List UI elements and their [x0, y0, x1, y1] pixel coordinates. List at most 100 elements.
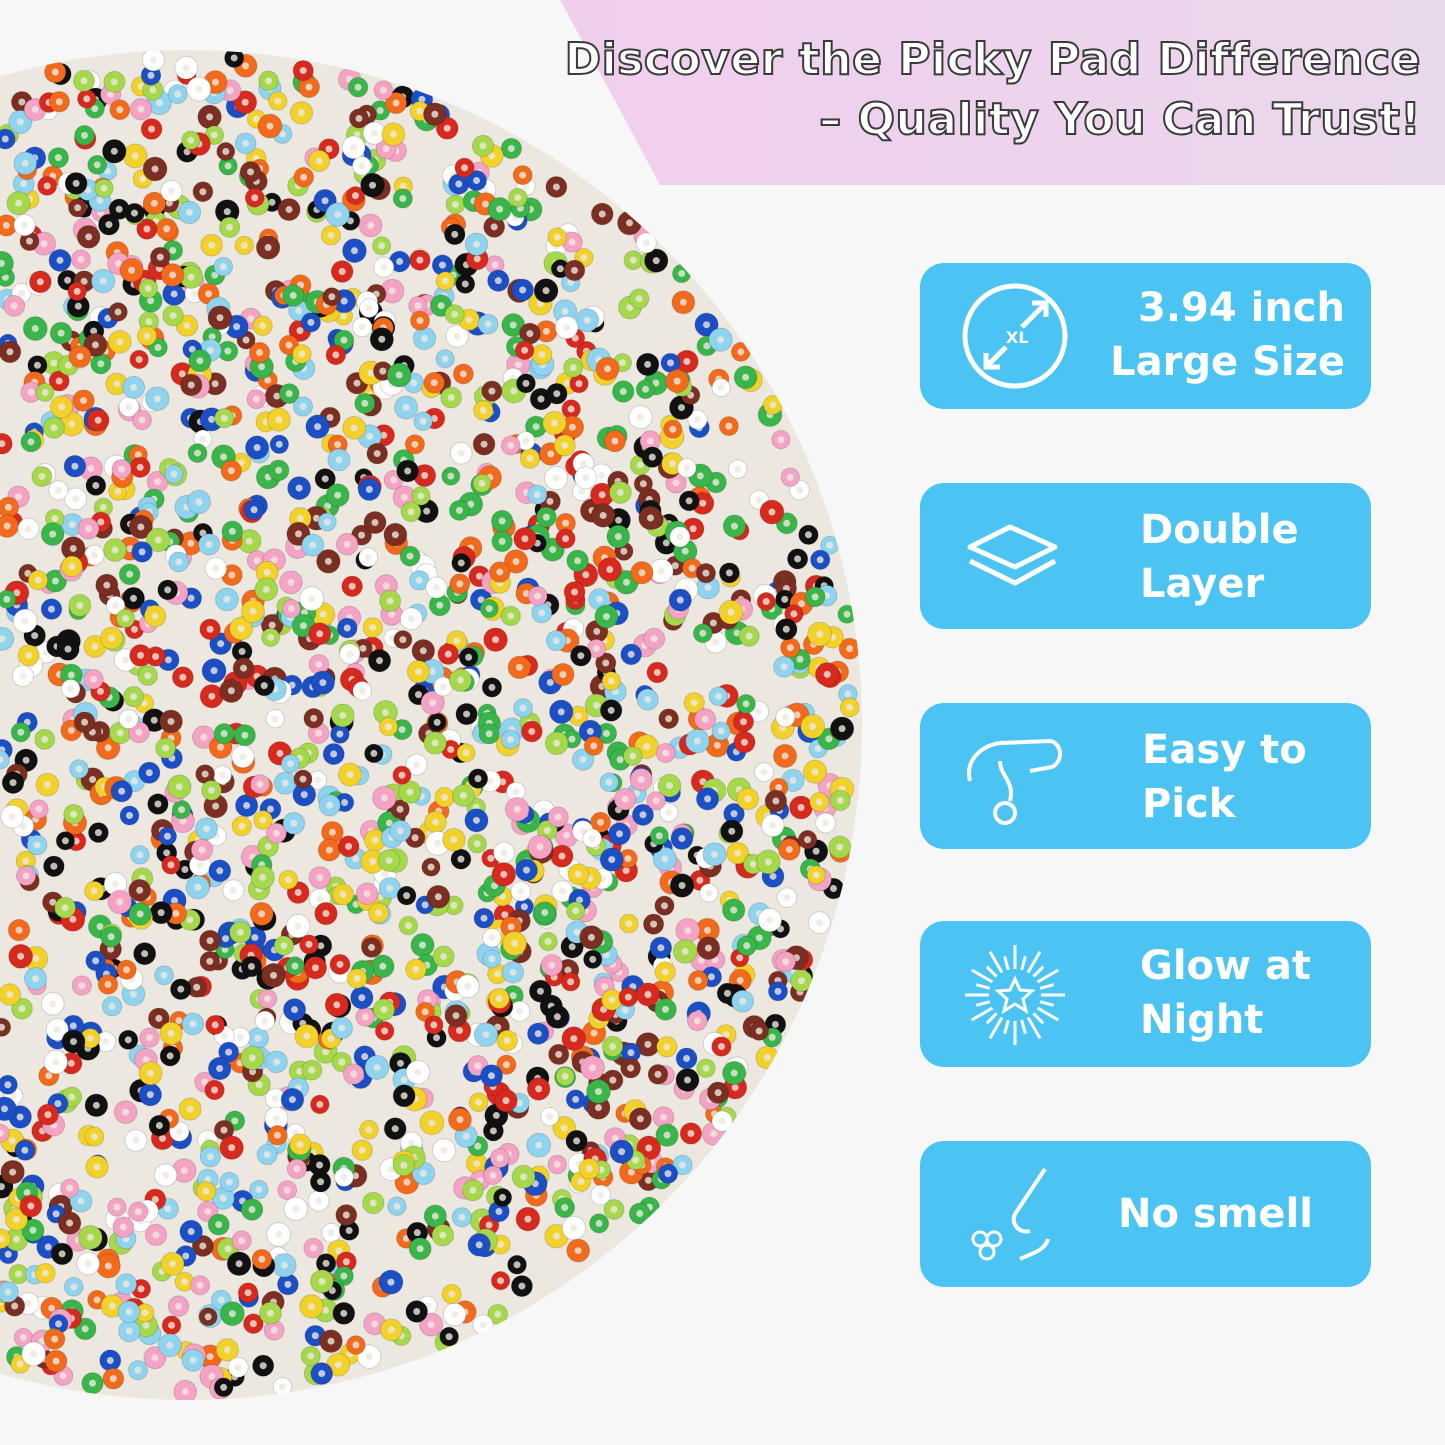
bead-hole	[124, 1036, 132, 1044]
bead-hole	[54, 1100, 62, 1108]
bead-hole	[187, 1228, 195, 1236]
bead-hole	[216, 1065, 224, 1073]
bead-hole	[378, 335, 386, 343]
bead-hole	[316, 1100, 324, 1108]
bead-hole	[391, 1125, 399, 1133]
bead-hole	[755, 496, 763, 504]
bead-hole	[699, 499, 707, 507]
bead-hole	[771, 1020, 779, 1028]
bead-hole	[500, 849, 508, 857]
bead-hole	[114, 308, 122, 316]
bead-hole	[155, 1014, 163, 1022]
bead-hole	[379, 367, 387, 375]
bead-hole	[25, 651, 33, 659]
bead-hole	[492, 1111, 500, 1119]
bead-hole	[451, 310, 459, 318]
bead-hole	[474, 1142, 482, 1150]
bead-hole	[94, 416, 102, 424]
bead-hole	[286, 760, 294, 768]
bead-hole	[140, 699, 148, 707]
bead-hole	[36, 278, 44, 286]
bead-hole	[52, 1210, 60, 1218]
bead-hole	[458, 1213, 466, 1221]
bead-hole	[19, 672, 27, 680]
bead-hole	[178, 370, 186, 378]
bead-hole	[189, 1356, 197, 1364]
bead-hole	[10, 302, 18, 310]
bead-hole	[274, 97, 282, 105]
bead-hole	[812, 871, 820, 879]
bead-hole	[223, 208, 231, 216]
bead-hole	[61, 837, 69, 845]
bead-hole	[786, 644, 794, 652]
bead-hole	[370, 749, 378, 757]
bead-hole	[196, 357, 204, 365]
bead-hole	[32, 975, 40, 983]
bead-hole	[341, 799, 349, 807]
bead-hole	[175, 1128, 183, 1136]
bead-hole	[745, 632, 753, 640]
bead-hole	[185, 208, 193, 216]
bead-hole	[249, 1320, 257, 1328]
bead-hole	[13, 1235, 21, 1243]
bead-hole	[105, 221, 113, 229]
bead-hole	[474, 775, 482, 783]
bead-hole	[220, 1032, 228, 1040]
bead-hole	[208, 415, 216, 423]
bead-hole	[440, 1146, 448, 1154]
bead-hole	[339, 711, 347, 719]
bead-hole	[836, 843, 844, 851]
bead-hole	[212, 802, 220, 810]
bead-hole	[514, 361, 522, 369]
bead-hole	[167, 717, 175, 725]
bead-hole	[340, 1309, 348, 1317]
bead-hole	[481, 186, 489, 194]
bead-hole	[143, 332, 151, 340]
bead-hole	[340, 1272, 348, 1280]
bead-hole	[151, 1354, 159, 1362]
bead-hole	[305, 83, 313, 91]
bead-hole	[742, 700, 750, 708]
bead-hole	[737, 348, 745, 356]
bead-hole	[704, 795, 712, 803]
bead-hole	[434, 893, 442, 901]
bead-hole	[626, 219, 634, 227]
bead-hole	[50, 359, 58, 367]
bead-hole	[130, 209, 138, 217]
bead-hole	[624, 993, 632, 1001]
bead-hole	[507, 441, 515, 449]
bead-hole	[594, 1088, 602, 1096]
bead-hole	[838, 725, 846, 733]
bead-hole	[490, 223, 498, 231]
bead-hole	[616, 756, 624, 764]
bead-hole	[182, 64, 190, 72]
bead-hole	[195, 85, 203, 93]
bead-hole	[676, 596, 684, 604]
bead-hole	[169, 271, 177, 279]
bead-hole	[195, 498, 203, 506]
bead-hole	[291, 962, 299, 970]
bead-hole	[351, 855, 359, 863]
bead-hole	[220, 453, 228, 461]
bead-hole	[300, 791, 308, 799]
feature-line-2: Night	[1140, 997, 1264, 1043]
bead-hole	[440, 952, 448, 960]
bead-hole	[178, 806, 186, 814]
bead-hole	[298, 350, 306, 358]
bead-hole	[568, 238, 576, 246]
bead-hole	[684, 1076, 692, 1084]
bead-hole	[84, 1260, 92, 1268]
bead-hole	[177, 985, 185, 993]
bead-hole	[561, 441, 569, 449]
bead-hole	[615, 516, 623, 524]
bead-hole	[768, 1033, 776, 1041]
bead-hole	[521, 535, 529, 543]
bead-hole	[17, 289, 25, 297]
bead-hole	[404, 922, 412, 930]
bead-hole	[31, 632, 39, 640]
bead-hole	[103, 581, 111, 589]
bead-hole	[535, 1085, 543, 1093]
bead-hole	[248, 1054, 256, 1062]
bead-hole	[598, 210, 606, 218]
bead-hole	[718, 1117, 726, 1125]
